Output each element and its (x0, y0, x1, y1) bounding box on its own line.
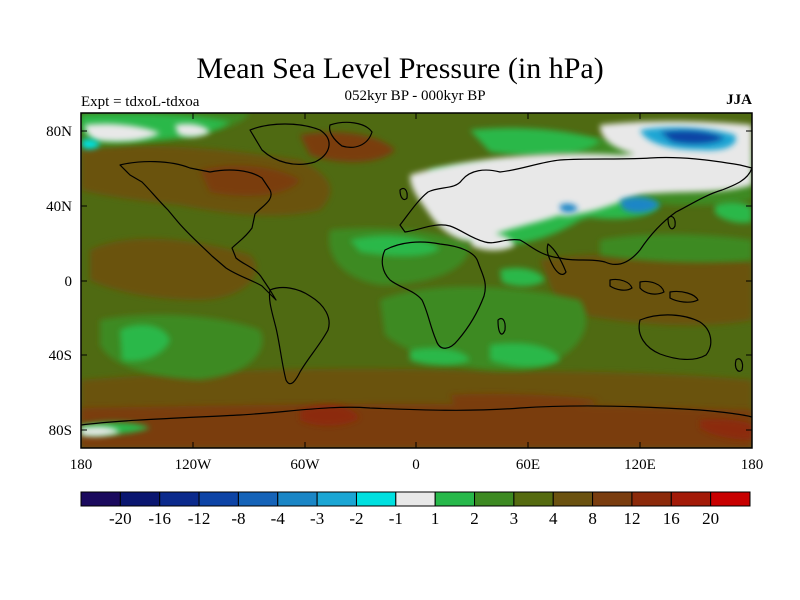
colorbar-swatch (237, 491, 279, 507)
colorbar-label: -8 (231, 509, 245, 528)
pressure-field (81, 113, 752, 448)
lon-tick-label: 180 (70, 457, 93, 473)
lat-tick-labels: 80N 40N 0 40S 80S (46, 124, 72, 439)
colorbar-swatch (631, 491, 672, 507)
colorbar-swatch (80, 491, 121, 507)
colorbar-label: 8 (588, 509, 597, 528)
colorbar-swatch (277, 491, 318, 507)
lon-tick-labels: 180 120W 60W 0 60E 120E 180 (70, 457, 764, 473)
chart-subtitle: 052kyr BP - 000kyr BP (344, 88, 486, 104)
colorbar-swatch (474, 491, 515, 507)
colorbar-swatch (670, 491, 712, 507)
colorbar-swatch (710, 491, 751, 507)
lat-ticks (81, 130, 752, 431)
lon-tick-label: 120E (624, 457, 656, 473)
lon-tick-label: 120W (175, 457, 213, 473)
colorbar: -20 -16 -12 -8 -4 -3 -2 -1 1 2 3 4 8 12 16 20 (80, 491, 751, 528)
lon-ticks (80, 113, 753, 448)
lat-tick-label: 40S (49, 348, 72, 364)
colorbar-label: 2 (470, 509, 479, 528)
colorbar-label: -3 (310, 509, 324, 528)
colorbar-label: 20 (702, 509, 719, 528)
colorbar-swatch (198, 491, 239, 507)
colorbar-swatch (552, 491, 594, 507)
colorbar-swatch (513, 491, 554, 507)
colorbar-swatch (592, 491, 633, 507)
lat-tick-label: 0 (65, 274, 73, 290)
lat-tick-label: 40N (46, 199, 72, 215)
strong-positive-anomaly-regions (81, 132, 752, 448)
colorbar-swatch (434, 491, 476, 507)
colorbar-label: 1 (431, 509, 440, 528)
colorbar-label: 16 (663, 509, 680, 528)
colorbar-label: -16 (148, 509, 171, 528)
lat-tick-label: 80S (49, 423, 72, 439)
lat-tick-label: 80N (46, 124, 72, 140)
colorbar-label: 3 (510, 509, 519, 528)
colorbar-label: -1 (389, 509, 403, 528)
coastlines (81, 121, 752, 426)
lon-tick-label: 180 (741, 457, 764, 473)
colorbar-label: 12 (623, 509, 640, 528)
season-label: JJA (726, 92, 752, 108)
colorbar-label: -4 (271, 509, 286, 528)
lon-tick-label: 0 (412, 457, 420, 473)
colorbar-swatch (395, 491, 436, 507)
colorbar-swatch (119, 491, 161, 507)
colorbar-label: -20 (109, 509, 132, 528)
colorbar-swatch (159, 491, 200, 507)
colorbar-swatch (316, 491, 357, 507)
colorbar-label: -12 (188, 509, 211, 528)
negative-anomaly-regions (82, 127, 736, 213)
chart-title: Mean Sea Level Pressure (in hPa) (196, 52, 604, 85)
red-anomaly-regions (300, 404, 752, 440)
experiment-label: Expt = tdxoL-tdxoa (81, 94, 200, 110)
lon-tick-label: 60W (290, 457, 320, 473)
colorbar-label: -2 (349, 509, 363, 528)
lon-tick-label: 60E (516, 457, 540, 473)
colorbar-swatch (355, 491, 397, 507)
colorbar-label: 4 (549, 509, 558, 528)
